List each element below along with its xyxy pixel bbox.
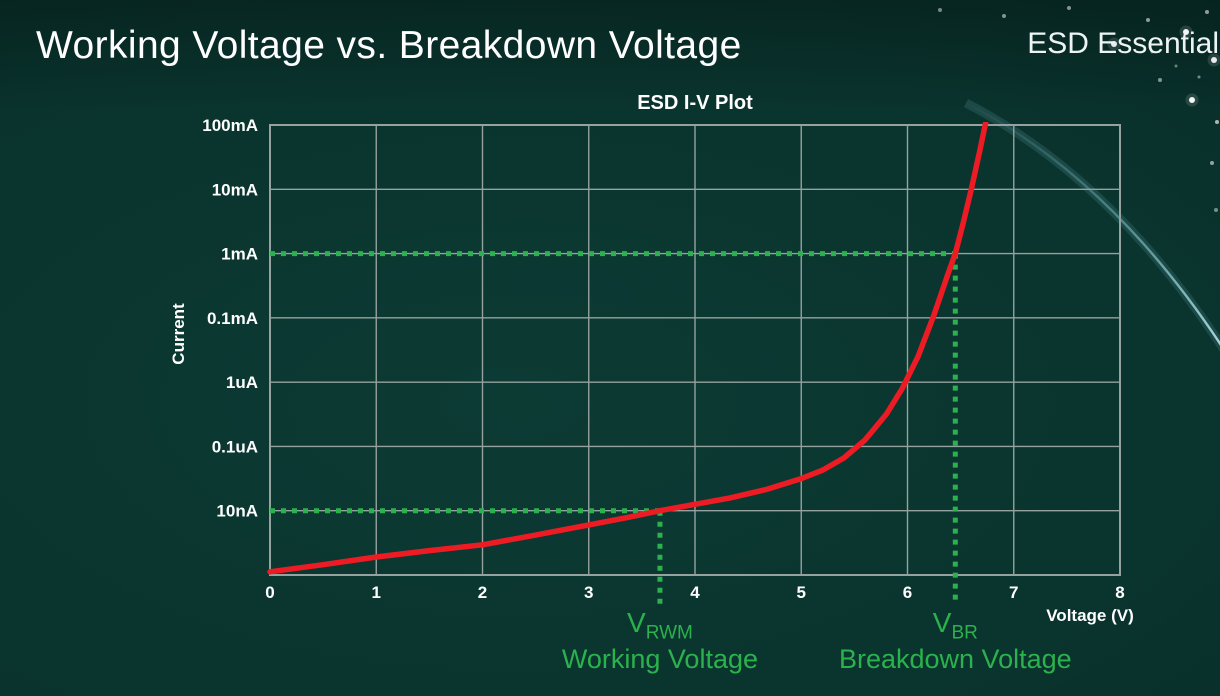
breakdown-voltage-guides <box>270 251 958 605</box>
y-tick-label: 0.1uA <box>212 437 258 456</box>
breakdown-voltage-caption: Breakdown Voltage <box>838 643 1072 674</box>
working-voltage-symbol: VRWM <box>627 607 693 644</box>
y-tick-label: 10mA <box>212 180 258 199</box>
x-axis-label: Voltage (V) <box>1046 606 1134 625</box>
tick-labels: 0 1 2 3 4 5 6 7 8 100mA 10mA 1mA 0.1mA 1uA 0.1uA 10nA <box>202 116 1125 602</box>
y-tick-label: 100mA <box>202 116 258 135</box>
light-arc <box>963 99 1220 352</box>
x-tick-label: 3 <box>584 583 593 602</box>
brand-title: ESD Essentials <box>1027 27 1220 60</box>
y-tick-label: 1uA <box>226 373 258 392</box>
working-voltage-annotation: VRWM Working Voltage <box>562 607 758 674</box>
x-tick-label: 1 <box>372 583 381 602</box>
x-tick-label: 2 <box>478 583 487 602</box>
grid-lines <box>269 124 1121 576</box>
iv-curve <box>267 122 989 575</box>
y-tick-label: 0.1mA <box>207 309 258 328</box>
y-tick-label: 10nA <box>216 502 258 521</box>
breakdown-voltage-symbol: VBR <box>932 607 978 644</box>
x-tick-label: 8 <box>1115 583 1124 602</box>
x-tick-label: 5 <box>797 583 806 602</box>
breakdown-voltage-annotation: VBR Breakdown Voltage <box>839 607 1072 674</box>
working-voltage-caption: Working Voltage <box>561 643 758 674</box>
chart-title: ESD I-V Plot <box>637 92 753 114</box>
x-tick-label: 7 <box>1009 583 1018 602</box>
working-voltage-guides <box>270 508 663 605</box>
x-tick-label: 6 <box>903 583 912 602</box>
y-tick-label: 1mA <box>221 245 258 264</box>
y-axis-label: Current <box>169 303 188 365</box>
x-tick-label: 4 <box>690 583 700 602</box>
page-title: Working Voltage vs. Breakdown Voltage <box>36 24 742 67</box>
x-tick-label: 0 <box>265 583 274 602</box>
